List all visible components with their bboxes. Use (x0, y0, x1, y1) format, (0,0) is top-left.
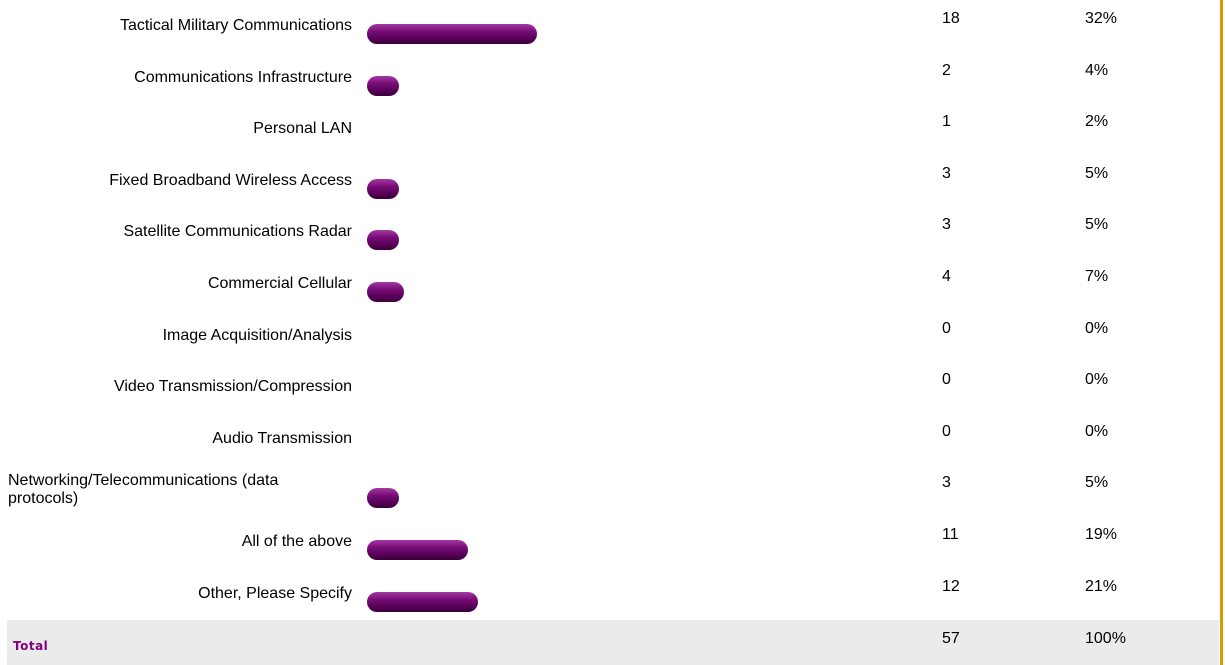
bar (367, 230, 399, 251)
chart-row: Audio Transmission 0 0% (0, 413, 1219, 465)
bar (367, 488, 399, 509)
category-label: Other, Please Specify (198, 584, 352, 602)
percent-value: 21% (1085, 577, 1118, 595)
total-count: 57 (942, 630, 960, 647)
category-label: Commercial Cellular (207, 275, 352, 292)
chart-row: Communications Infrastructure 2 4% (0, 52, 1219, 104)
bar (367, 75, 399, 96)
count-value: 18 (942, 10, 960, 27)
total-percent: 100% (1085, 630, 1126, 647)
category-label: Image Acquisition/Analysis (162, 326, 352, 344)
percent-value: 7% (1085, 268, 1109, 285)
chart-row: Satellite Communications Radar 3 5% (0, 206, 1219, 258)
category-label: Personal LAN (253, 120, 352, 138)
chart-row: Fixed Broadband Wireless Access 3 5% (0, 155, 1219, 207)
count-value: 3 (942, 164, 951, 182)
chart-row: Video Transmission/Compression 0 0% (0, 361, 1219, 413)
bar (367, 282, 405, 302)
chart-row: Networking/Telecommunications (data prot… (0, 464, 1219, 516)
chart-row: Personal LAN 1 2% (0, 103, 1219, 155)
percent-value: 5% (1085, 474, 1109, 492)
percent-value: 0% (1085, 319, 1109, 337)
count-value: 1 (942, 113, 951, 131)
percent-value: 4% (1085, 61, 1109, 79)
percent-value: 5% (1085, 164, 1109, 182)
bar (367, 24, 537, 44)
percent-value: 2% (1085, 113, 1109, 131)
count-value: 2 (942, 61, 951, 79)
percent-value: 0% (1085, 422, 1109, 440)
right-border (1220, 0, 1223, 665)
bar (367, 591, 479, 612)
count-value: 0 (942, 319, 951, 337)
bar (367, 540, 468, 560)
count-value: 0 (942, 422, 951, 440)
category-label: Communications Infrastructure (134, 68, 352, 86)
category-label: Networking/Telecommunications (data prot… (8, 472, 279, 508)
chart-row: Other, Please Specify 12 21% (0, 568, 1219, 620)
chart-row: Image Acquisition/Analysis 0 0% (0, 310, 1219, 362)
percent-value: 19% (1085, 526, 1118, 543)
category-label: Fixed Broadband Wireless Access (109, 171, 352, 189)
chart-row: All of the above 11 19% (0, 516, 1219, 568)
percent-value: 0% (1085, 371, 1109, 389)
percent-value: 32% (1085, 10, 1118, 27)
chart-row: Commercial Cellular 4 7% (0, 258, 1219, 310)
category-label: Tactical Military Communications (119, 17, 352, 34)
chart-row: Tactical Military Communications 18 32% (0, 0, 1219, 52)
category-label: Satellite Communications Radar (123, 223, 352, 241)
count-value: 12 (942, 577, 960, 595)
count-value: 11 (942, 526, 959, 543)
percent-value: 5% (1085, 216, 1109, 234)
count-value: 0 (942, 371, 951, 389)
category-label: All of the above (241, 533, 352, 550)
count-value: 3 (942, 216, 951, 234)
total-row: Total 57 100% (7, 620, 1219, 665)
count-value: 3 (942, 474, 951, 492)
count-value: 4 (942, 268, 951, 285)
category-label: Audio Transmission (212, 429, 352, 447)
category-label: Video Transmission/Compression (113, 378, 352, 396)
bar (367, 178, 399, 199)
total-label: Total (13, 639, 49, 653)
